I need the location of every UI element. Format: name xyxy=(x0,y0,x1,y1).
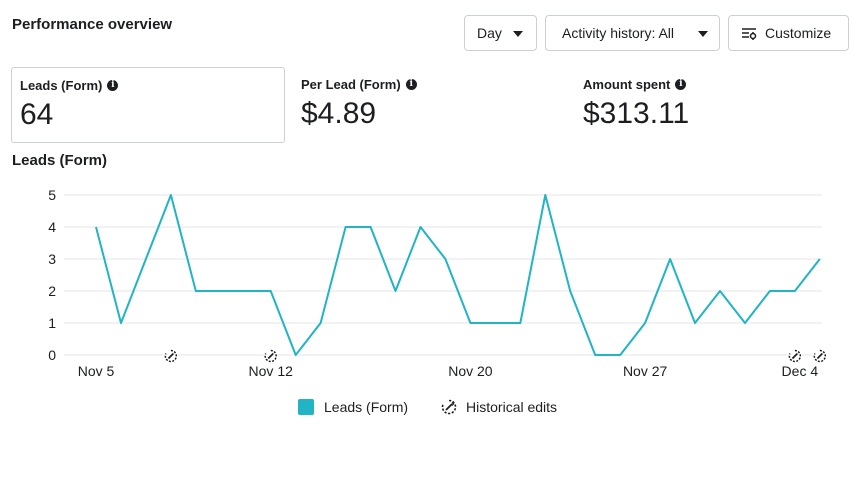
metric-label: Per Lead (Form) xyxy=(301,76,401,92)
y-tick-label: 3 xyxy=(48,251,56,267)
info-icon[interactable]: i xyxy=(405,78,417,90)
x-tick-label: Nov 27 xyxy=(623,363,668,379)
activity-history-dropdown[interactable]: Activity history: All xyxy=(545,15,720,51)
customize-button[interactable]: Customize xyxy=(728,15,849,51)
historical-edit-marker[interactable] xyxy=(787,349,802,363)
series-line-leads xyxy=(95,194,821,356)
day-dropdown[interactable]: Day xyxy=(464,15,537,51)
y-tick-label: 2 xyxy=(48,283,56,299)
x-tick-label: Dec 4 xyxy=(782,363,819,379)
y-tick-label: 0 xyxy=(48,347,56,363)
customize-label: Customize xyxy=(765,25,832,41)
info-icon[interactable]: i xyxy=(675,78,687,90)
metric-card-leads[interactable]: Leads (Form) i 64 xyxy=(11,67,285,143)
metric-value: 64 xyxy=(20,98,54,131)
y-tick-label: 5 xyxy=(48,187,56,203)
caret-down-icon xyxy=(513,31,523,37)
metric-value: $313.11 xyxy=(583,97,690,130)
day-dropdown-label: Day xyxy=(477,25,502,41)
historical-edit-marker[interactable] xyxy=(163,349,178,363)
page-title: Performance overview xyxy=(12,16,173,33)
legend-swatch xyxy=(298,399,314,415)
y-tick-label: 4 xyxy=(48,219,56,235)
info-icon[interactable]: i xyxy=(107,79,119,91)
x-tick-label: Nov 20 xyxy=(448,363,493,379)
metric-card-amount-spent[interactable]: Amount spent i $313.11 xyxy=(575,67,845,143)
leads-line-chart: 0 1 2 3 4 5 Nov 5 Nov 12 Nov 20 Nov 27 Dec 4 xyxy=(48,187,827,379)
x-tick-label: Nov 12 xyxy=(249,363,294,379)
metric-label: Leads (Form) xyxy=(20,77,103,93)
y-tick-label: 1 xyxy=(48,315,56,331)
x-tick-label: Nov 5 xyxy=(78,363,115,379)
legend-label: Historical edits xyxy=(466,399,558,415)
historical-edit-marker[interactable] xyxy=(263,349,278,363)
chart-legend: Leads (Form) Historical edits xyxy=(298,398,557,416)
legend-item-historical-edits[interactable]: Historical edits xyxy=(440,398,557,416)
metric-value: $4.89 xyxy=(301,97,377,130)
caret-down-icon xyxy=(698,31,708,37)
activity-history-label: Activity history: All xyxy=(562,25,675,41)
historical-edit-icon xyxy=(441,399,457,415)
legend-label: Leads (Form) xyxy=(324,399,409,415)
sliders-icon xyxy=(742,28,757,40)
metric-label: Amount spent xyxy=(583,76,671,92)
metric-card-per-lead[interactable]: Per Lead (Form) i $4.89 xyxy=(293,67,563,143)
chart-title: Leads (Form) xyxy=(12,152,108,169)
legend-item-leads[interactable]: Leads (Form) xyxy=(298,399,408,415)
historical-edit-marker[interactable] xyxy=(812,349,827,363)
